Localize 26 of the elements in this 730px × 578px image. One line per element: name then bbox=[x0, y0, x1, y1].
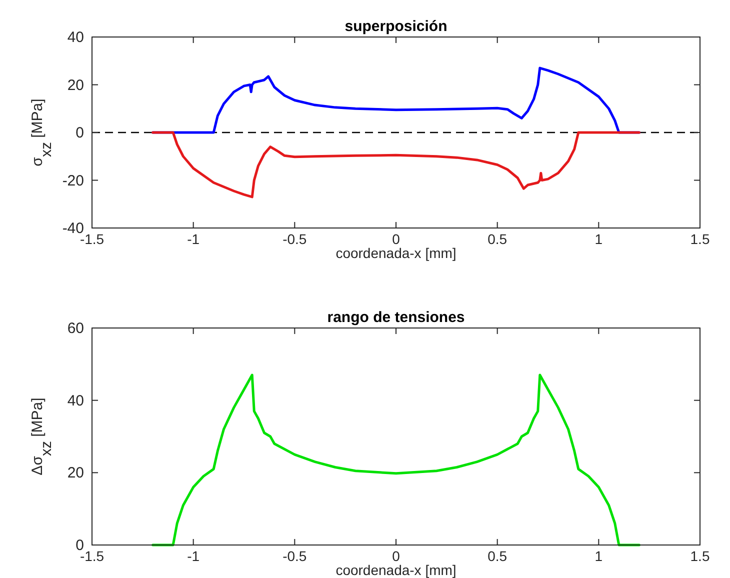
x-tick-label: 1 bbox=[594, 231, 603, 247]
x-tick-label: 0 bbox=[392, 231, 400, 247]
x-tick-label: 1.5 bbox=[690, 548, 710, 564]
x-tick-label: 0.5 bbox=[488, 548, 508, 564]
y-tick-label: 60 bbox=[67, 320, 84, 337]
x-tick-label: -0.5 bbox=[282, 231, 307, 247]
y-tick-label: 0 bbox=[76, 124, 84, 142]
line-series bbox=[152, 131, 640, 198]
x-axis-title: coordenada-x [mm] bbox=[336, 245, 456, 261]
x-tick-label: 0 bbox=[392, 548, 400, 564]
y-tick-label: -20 bbox=[62, 172, 84, 190]
y-tick-label: -40 bbox=[62, 220, 84, 237]
x-axis-title: coordenada-x [mm] bbox=[336, 562, 456, 578]
y-tick-label: 20 bbox=[67, 76, 84, 94]
y-tick-label: 40 bbox=[67, 29, 84, 46]
line-series bbox=[152, 374, 640, 546]
chart-title: superposición bbox=[344, 18, 448, 35]
x-tick-label: -1 bbox=[187, 231, 200, 247]
y-tick-label: 20 bbox=[67, 464, 84, 482]
x-tick-label: 1 bbox=[594, 548, 603, 564]
y-tick-label: 40 bbox=[67, 392, 84, 410]
x-tick-label: -1 bbox=[187, 548, 200, 564]
x-tick-label: -0.5 bbox=[282, 548, 307, 564]
x-tick-label: 1.5 bbox=[690, 231, 710, 247]
x-tick-label: 0.5 bbox=[488, 231, 508, 247]
chart-title: rango de tensiones bbox=[327, 309, 465, 326]
